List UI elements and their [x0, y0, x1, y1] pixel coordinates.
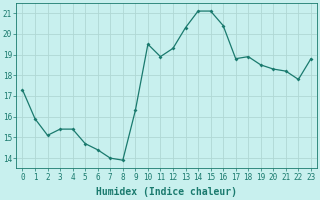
X-axis label: Humidex (Indice chaleur): Humidex (Indice chaleur): [96, 187, 237, 197]
